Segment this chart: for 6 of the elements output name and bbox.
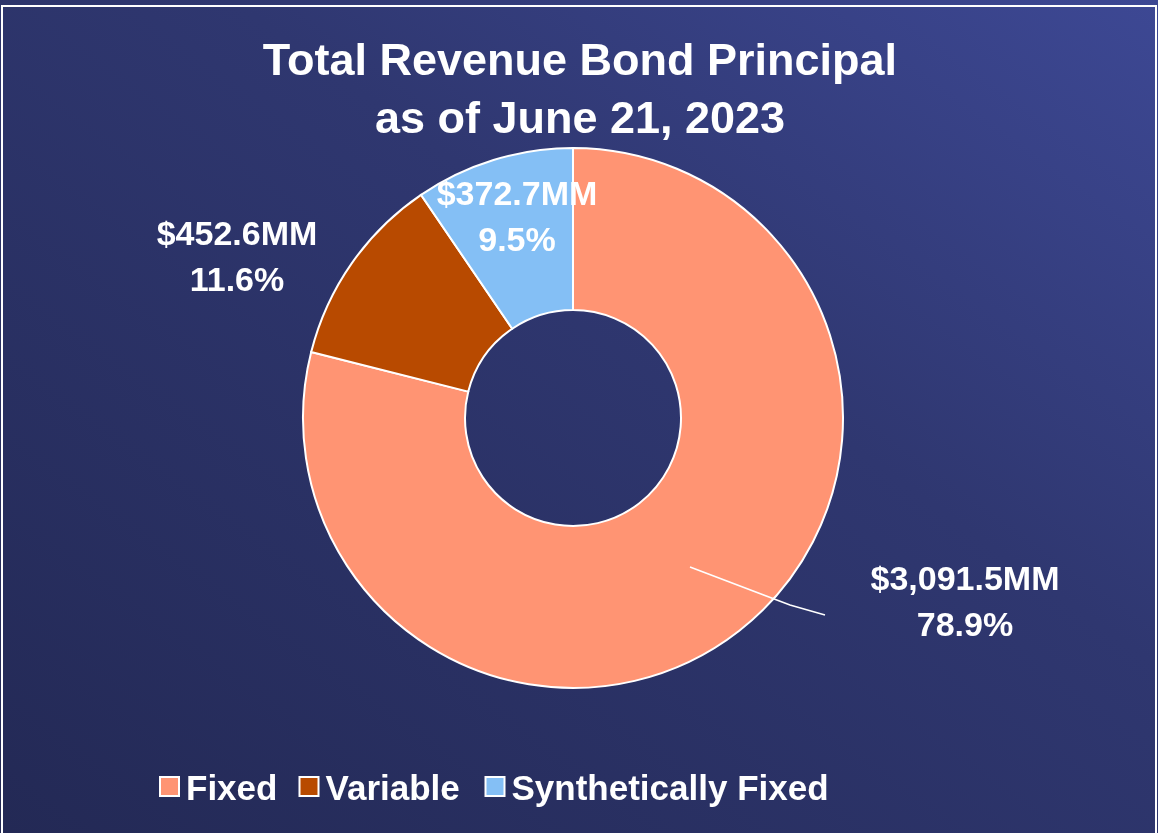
legend-label: Fixed xyxy=(186,768,278,807)
chart-title: Total Revenue Bond Principal as of June 21, 2023 xyxy=(262,34,898,143)
data-label: $3,091.5MM 78.9% xyxy=(870,559,1060,643)
legend-label: Variable xyxy=(325,768,460,807)
legend-label: Synthetically Fixed xyxy=(511,768,829,807)
data-label: $452.6MM 11.6% xyxy=(156,214,318,298)
